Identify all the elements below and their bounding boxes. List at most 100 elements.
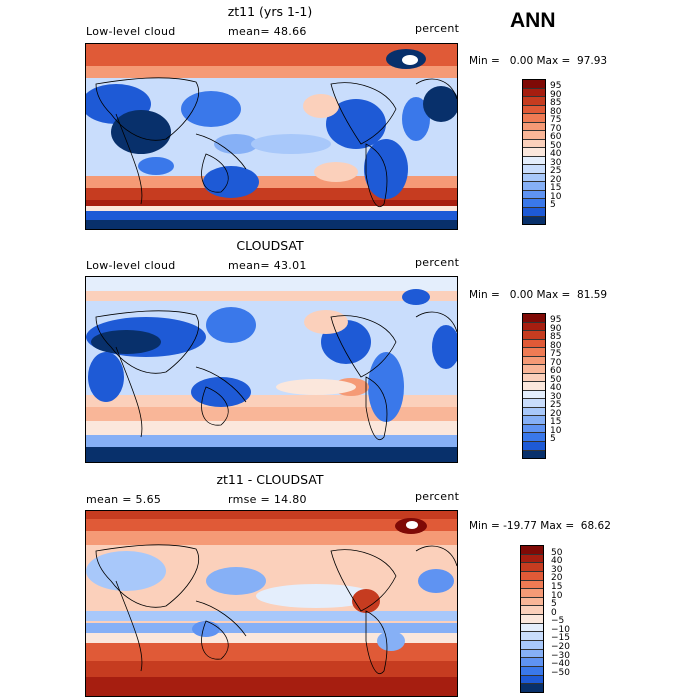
colorbar-segment — [523, 131, 545, 140]
colorbar-tick-label: −15 — [551, 633, 570, 644]
colorbar-tick-label: −50 — [551, 667, 570, 678]
colorbar-tick-label: 20 — [551, 573, 563, 584]
colorbar-tick-label: 75 — [550, 349, 562, 360]
colorbar-tick-label: 95 — [550, 315, 562, 326]
colorbar-tick-label: 70 — [550, 123, 562, 134]
colorbar-segment — [521, 632, 543, 642]
colorbar-tick-label: 15 — [550, 183, 562, 194]
panel-3-rmse: rmse = 14.80 — [228, 493, 307, 506]
colorbar-tick-label: 30 — [551, 564, 563, 575]
colorbar-segment — [523, 382, 545, 391]
colorbar-segment — [523, 356, 545, 366]
colorbar-tick-label: 5 — [550, 200, 556, 211]
colorbar-segment — [521, 615, 543, 624]
colorbar-segment — [523, 207, 545, 217]
colorbar-segment — [523, 190, 545, 200]
colorbar-tick-label: 10 — [550, 191, 562, 202]
panel-1-mean: mean= 48.66 — [228, 25, 307, 38]
panel-2-map-svg — [86, 277, 457, 462]
panel-2-minmax: Min = 0.00 Max = 81.59 — [469, 289, 608, 301]
colorbar-tick-label: 0 — [551, 607, 557, 618]
colorbar-tick-label: −30 — [551, 650, 570, 661]
colorbar-segment — [523, 399, 545, 408]
colorbar-segment — [521, 554, 543, 564]
colorbar-tick-label: 5 — [551, 599, 557, 610]
colorbar-segment — [523, 416, 545, 425]
colorbar-tick-label: 25 — [550, 400, 562, 411]
colorbar-segment — [521, 675, 543, 685]
colorbar-segment — [521, 641, 543, 650]
colorbar-tick-label: 60 — [550, 366, 562, 377]
panel-2-colorbar — [522, 313, 546, 459]
colorbar-tick-label: 85 — [550, 332, 562, 343]
colorbar-segment — [523, 390, 545, 400]
colorbar-tick-label: 30 — [550, 391, 562, 402]
panel-2-title: CLOUDSAT — [236, 238, 304, 253]
colorbar-tick-label: 60 — [550, 132, 562, 143]
colorbar-segment — [523, 173, 545, 183]
colorbar-tick-label: 5 — [550, 434, 556, 445]
colorbar-segment — [523, 97, 545, 106]
panel-1-minmax: Min = 0.00 Max = 97.93 — [469, 55, 608, 67]
colorbar-segment — [521, 597, 543, 607]
colorbar-segment — [523, 450, 545, 459]
colorbar-segment — [521, 563, 543, 572]
colorbar-segment — [523, 348, 545, 357]
panel-1-unit: percent — [415, 22, 460, 35]
panel-1-title: zt11 (yrs 1-1) — [227, 4, 313, 19]
colorbar-segment — [523, 139, 545, 149]
colorbar-tick-label: 10 — [550, 425, 562, 436]
colorbar-tick-label: 40 — [550, 383, 562, 394]
colorbar-segment — [523, 373, 545, 383]
panel-3-title: zt11 - CLOUDSAT — [216, 472, 324, 487]
colorbar-tick-label: −5 — [551, 616, 565, 627]
colorbar-segment — [523, 424, 545, 434]
colorbar-segment — [523, 365, 545, 374]
colorbar-tick-label: 90 — [550, 89, 562, 100]
panel-3-unit: percent — [415, 490, 460, 503]
colorbar-tick-label: 50 — [551, 547, 563, 558]
colorbar-segment — [523, 216, 545, 225]
panel-3-map-svg — [86, 511, 457, 696]
colorbar-segment — [523, 339, 545, 349]
colorbar-tick-label: 25 — [550, 166, 562, 177]
colorbar-segment — [523, 331, 545, 340]
season-label: ANN — [510, 9, 556, 32]
colorbar-tick-label: 15 — [551, 581, 563, 592]
panel-1-field-label: Low-level cloud — [86, 25, 176, 38]
colorbar-segment — [521, 571, 543, 581]
colorbar-segment — [523, 148, 545, 157]
colorbar-tick-label: −10 — [551, 624, 570, 635]
colorbar-segment — [521, 623, 543, 633]
colorbar-tick-label: 70 — [550, 357, 562, 368]
colorbar-segment — [523, 433, 545, 442]
colorbar-segment — [521, 649, 543, 659]
colorbar-segment — [523, 314, 545, 323]
panel-1-map-svg — [86, 44, 457, 229]
colorbar-tick-label: 40 — [550, 149, 562, 160]
colorbar-segment — [523, 114, 545, 123]
colorbar-tick-label: 20 — [550, 174, 562, 185]
colorbar-segment — [521, 666, 543, 676]
colorbar-segment — [521, 580, 543, 590]
colorbar-tick-label: 80 — [550, 106, 562, 117]
colorbar-tick-label: 40 — [551, 556, 563, 567]
panel-3-minmax: Min = -19.77 Max = 68.62 — [469, 520, 611, 532]
colorbar-segment — [523, 88, 545, 98]
panel-1-colorbar — [522, 79, 546, 225]
colorbar-segment — [523, 105, 545, 115]
colorbar-tick-label: 95 — [550, 81, 562, 92]
colorbar-tick-label: 80 — [550, 340, 562, 351]
colorbar-tick-label: 90 — [550, 323, 562, 334]
colorbar-tick-label: 50 — [550, 140, 562, 151]
colorbar-segment — [523, 322, 545, 332]
colorbar-tick-label: 50 — [550, 374, 562, 385]
panel-3-map — [85, 510, 458, 697]
colorbar-tick-label: 30 — [550, 157, 562, 168]
panel-2-field-label: Low-level cloud — [86, 259, 176, 272]
colorbar-segment — [523, 182, 545, 191]
panel-2-unit: percent — [415, 256, 460, 269]
colorbar-tick-label: −20 — [551, 642, 570, 653]
panel-2-mean: mean= 43.01 — [228, 259, 307, 272]
colorbar-tick-label: −40 — [551, 659, 570, 670]
